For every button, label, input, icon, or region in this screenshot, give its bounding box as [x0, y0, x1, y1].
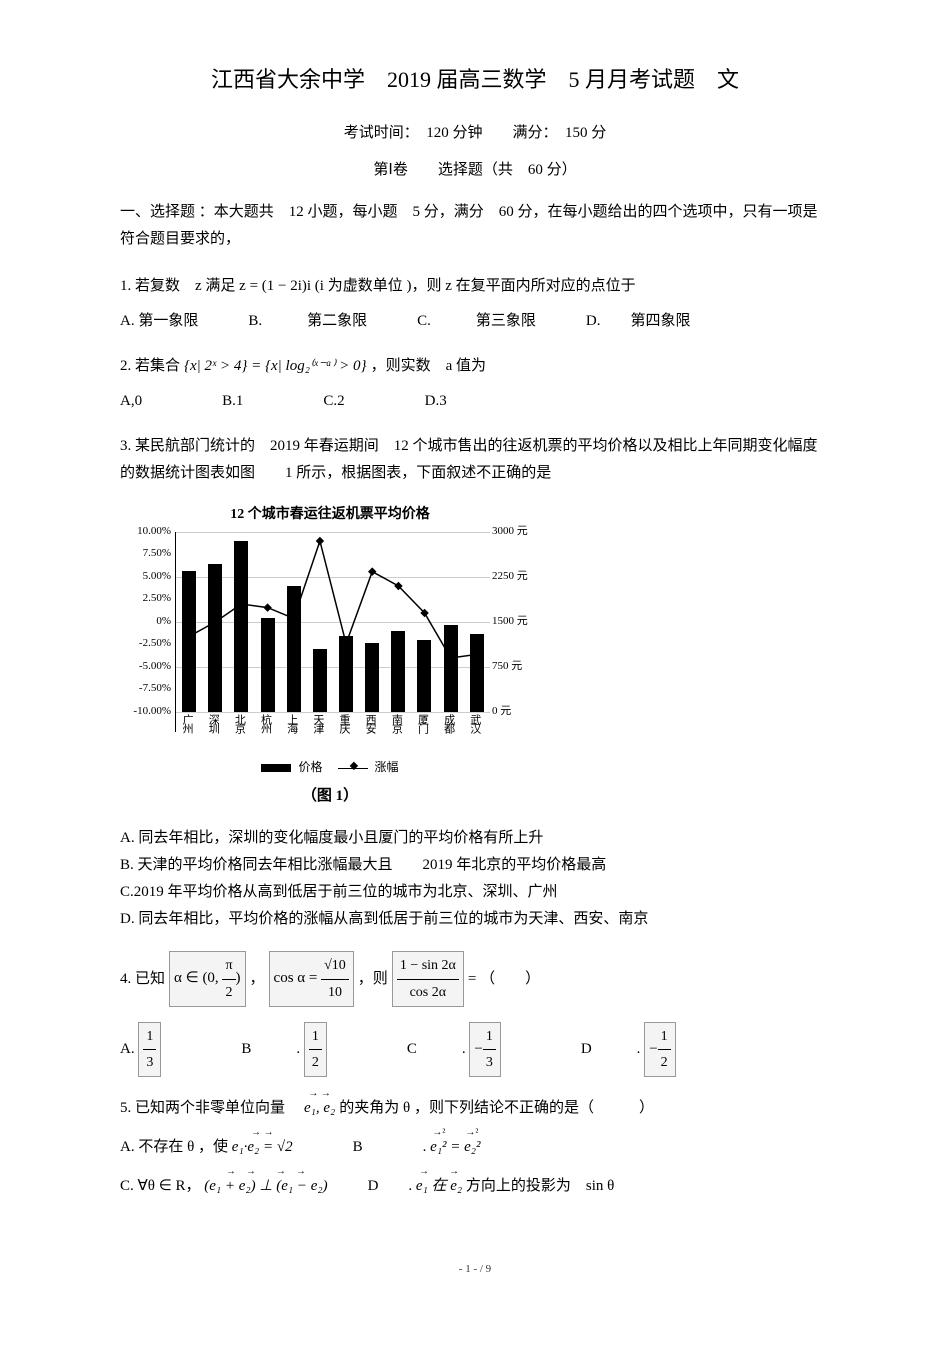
q5-mid: 的夹角为 θ ，则下列结论不正确的是（ ） — [339, 1095, 654, 1122]
y-right-label: 1500 元 — [492, 612, 542, 632]
bar — [208, 564, 222, 712]
q5-opt-d: D . → →e₁ 在 e₂ 方向上的投影为 sin θ — [368, 1173, 615, 1200]
question-3: 3. 某民航部门统计的 2019 年春运期间 12 个城市售出的往返机票的平均价… — [120, 433, 830, 934]
y-left-label: -5.00% — [121, 657, 171, 677]
x-label: 南京 — [391, 714, 405, 732]
y-right-label: 3000 元 — [492, 522, 542, 542]
q1-text: 1. 若复数 z 满足 z = (1 − 2i)i (i 为虚数单位 )，则 z… — [120, 273, 830, 300]
q4-opt-c: C . −13 — [407, 1022, 501, 1077]
q4-coseq: cos α = — [274, 971, 322, 987]
question-5: 5. 已知两个非零单位向量 → →e₁, e₂ 的夹角为 θ ，则下列结论不正确… — [120, 1095, 830, 1200]
q5-opt-a: A. 不存在 θ ，使 → →e₁·e₂ = √2 — [120, 1134, 293, 1161]
y-left-label: 5.00% — [121, 567, 171, 587]
q1-opt-d: D. 第四象限 — [586, 308, 691, 335]
q4-eq: = （ ） — [468, 966, 540, 993]
y-right-label: 0 元 — [492, 702, 542, 722]
x-label: 厦门 — [417, 714, 431, 732]
q2-opt-d: D.3 — [425, 388, 447, 415]
x-label: 武汉 — [470, 714, 484, 732]
bar — [182, 571, 196, 711]
exam-info: 考试时间： 120 分钟 满分： 150 分 — [120, 120, 830, 147]
q4-alpha: α ∈ (0, — [174, 971, 222, 987]
x-label: 成都 — [444, 714, 458, 732]
bar — [470, 634, 484, 711]
q4-f2-num: 1 − sin 2α — [397, 953, 459, 979]
q1-opt-a: A. 第一象限 — [120, 308, 198, 335]
q4-sqrt-num: √10 — [321, 953, 349, 979]
y-left-label: 2.50% — [121, 589, 171, 609]
chart: 10.00%7.50%5.00%2.50%0%-2.50%-5.00%-7.50… — [175, 532, 490, 732]
q2-opt-c: C.2 — [323, 388, 344, 415]
chart-legend: 价格 涨幅 — [120, 757, 540, 779]
x-label: 广州 — [182, 714, 196, 732]
q4-f2-den: cos 2α — [397, 980, 459, 1005]
x-label: 深圳 — [208, 714, 222, 732]
bar — [365, 643, 379, 711]
y-right-label: 2250 元 — [492, 567, 542, 587]
q5-opt-c: C. ∀θ ∈ R， → → → →(e₁ + e₂) ⊥ (e₁ − e₂) — [120, 1173, 328, 1200]
q4-prefix: 4. 已知 — [120, 966, 165, 993]
q2-options: A,0 B.1 C.2 D.3 — [120, 388, 830, 415]
y-left-label: 7.50% — [121, 544, 171, 564]
y-left-label: -2.50% — [121, 634, 171, 654]
q4-sqrt-den: 10 — [321, 980, 349, 1005]
y-left-label: 0% — [121, 612, 171, 632]
bar — [287, 586, 301, 712]
bar — [313, 649, 327, 712]
q5-prefix: 5. 已知两个非零单位向量 — [120, 1095, 300, 1122]
bar — [417, 640, 431, 712]
x-label: 西安 — [365, 714, 379, 732]
chart-container: 12 个城市春运往返机票平均价格 10.00%7.50%5.00%2.50%0%… — [120, 502, 540, 811]
y-left-label: -10.00% — [121, 702, 171, 722]
legend-price-icon — [261, 764, 291, 772]
bar — [234, 541, 248, 712]
q4-pi-den: 2 — [222, 980, 235, 1005]
x-label: 杭州 — [261, 714, 275, 732]
x-label: 天津 — [313, 714, 327, 732]
x-label: 重庆 — [339, 714, 353, 732]
bar — [391, 631, 405, 712]
legend-change-icon — [338, 768, 368, 769]
chart-title: 12 个城市春运往返机票平均价格 — [120, 502, 540, 527]
question-4: 4. 已知 α ∈ (0, π2) ， cos α = √1010 ，则 1 −… — [120, 951, 830, 1077]
y-left-label: 10.00% — [121, 522, 171, 542]
question-2: 2. 若集合 {x| 2ˣ > 4} = {x| log₂⁽ˣ⁻ᵃ⁾ > 0} … — [120, 353, 830, 415]
y-right-label: 750 元 — [492, 657, 542, 677]
q5-opt-b: B . →² →²e₁² = e₂² — [353, 1134, 481, 1161]
q3-opt-c: C.2019 年平均价格从高到低居于前三位的城市为北京、深圳、广州 — [120, 879, 830, 906]
bar — [261, 618, 275, 712]
bar — [339, 636, 353, 712]
q3-text: 3. 某民航部门统计的 2019 年春运期间 12 个城市售出的往返机票的平均价… — [120, 433, 830, 487]
q4-opt-b: B . 12 — [241, 1022, 327, 1077]
page-title: 江西省大余中学 2019 届高三数学 5 月月考试题 文 — [120, 60, 830, 100]
q4-opt-a: A. 13 — [120, 1022, 161, 1077]
q3-opt-d: D. 同去年相比，平均价格的涨幅从高到低居于前三位的城市为天津、西安、南京 — [120, 906, 830, 933]
x-label: 上海 — [287, 714, 301, 732]
q1-options: A. 第一象限 B. 第二象限 C. 第三象限 D. 第四象限 — [120, 308, 830, 335]
question-1: 1. 若复数 z 满足 z = (1 − 2i)i (i 为虚数单位 )，则 z… — [120, 273, 830, 335]
q5-arrow: → → — [304, 1085, 335, 1103]
q2-prefix: 2. 若集合 — [120, 353, 180, 380]
bar — [444, 625, 458, 711]
q4-opt-d: D . −12 — [581, 1022, 676, 1077]
legend-price: 价格 — [298, 760, 322, 774]
page-number: - 1 - / 9 — [120, 1260, 830, 1280]
q1-opt-c: C. 第三象限 — [417, 308, 536, 335]
q3-opt-b: B. 天津的平均价格同去年相比涨幅最大且 2019 年北京的平均价格最高 — [120, 852, 830, 879]
q4-pi-num: π — [222, 953, 235, 979]
legend-change: 涨幅 — [375, 760, 399, 774]
instructions: 一、选择题 ：本大题共 12 小题，每小题 5 分，满分 60 分，在每小题给出… — [120, 199, 830, 253]
q1-opt-b: B. 第二象限 — [248, 308, 367, 335]
q2-sets: {x| 2ˣ > 4} = {x| log₂⁽ˣ⁻ᵃ⁾ > 0} — [184, 353, 367, 380]
x-label: 北京 — [234, 714, 248, 732]
figure-label: （图 1） — [120, 783, 540, 810]
q4-then: ，则 — [358, 966, 388, 993]
q2-opt-a: A,0 — [120, 388, 142, 415]
section-label: 第Ⅰ卷 选择题（共 60 分） — [120, 157, 830, 184]
y-left-label: -7.50% — [121, 679, 171, 699]
q3-opt-a: A. 同去年相比，深圳的变化幅度最小且厦门的平均价格有所上升 — [120, 825, 830, 852]
q2-suffix: ，则实数 a 值为 — [371, 353, 486, 380]
q2-opt-b: B.1 — [222, 388, 243, 415]
